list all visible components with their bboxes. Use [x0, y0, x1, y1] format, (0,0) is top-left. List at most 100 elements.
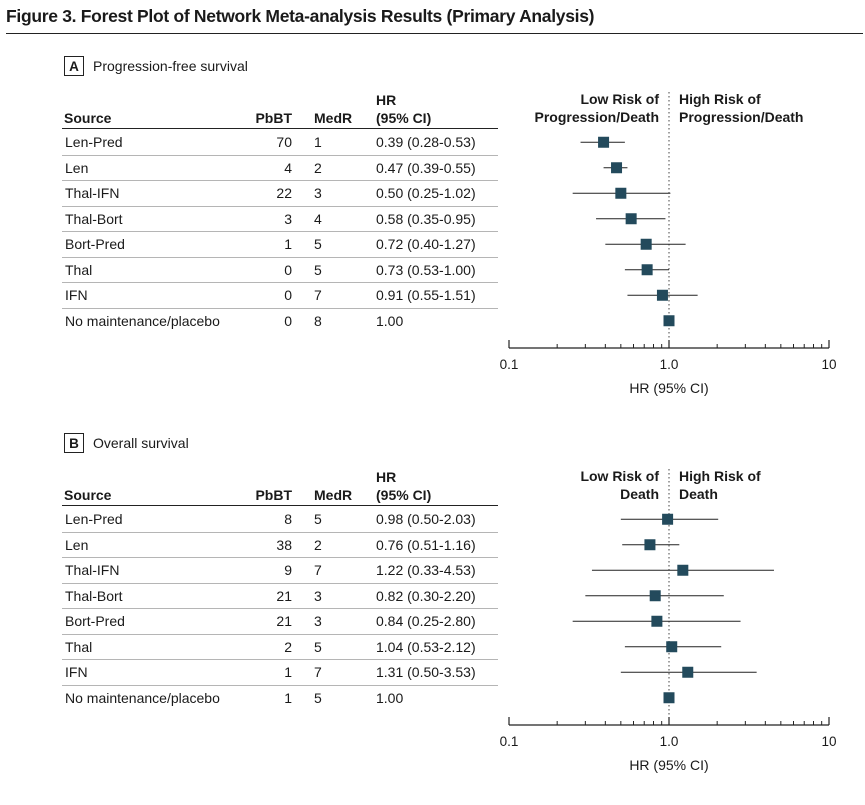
pbbt-cell: 70 [276, 134, 292, 150]
hr-point [666, 641, 678, 653]
tick-label: 1.0 [660, 357, 679, 372]
source-cell: Len [65, 159, 89, 176]
pbbt-cell: 1 [284, 236, 292, 252]
header-rule [62, 128, 498, 129]
hr-point [656, 289, 668, 301]
medr-cell: 4 [314, 210, 322, 227]
table-row: IFN 1 7 1.31 (0.50-3.53) [62, 660, 498, 686]
table-row: Bort-Pred 1 5 0.72 (0.40-1.27) [62, 232, 498, 258]
hr-point [644, 539, 656, 551]
figure-title: Figure 3. Forest Plot of Network Meta-an… [6, 6, 595, 26]
high-risk-label: High Risk of Death [679, 467, 761, 503]
x-axis-label: HR (95% CI) [629, 757, 708, 773]
hr-cell: 0.76 (0.51-1.16) [376, 536, 476, 553]
hr-header-line1: HR [376, 469, 397, 485]
medr-header: MedR [314, 487, 353, 503]
low-risk-line2: Death [620, 486, 659, 502]
pbbt-header: PbBT [255, 110, 292, 126]
source-cell: Thal [65, 261, 93, 278]
medr-cell: 2 [314, 536, 322, 553]
high-risk-line1: High Risk of [679, 91, 761, 107]
pbbt-cell: 2 [284, 638, 292, 655]
table-row: Thal 0 5 0.73 (0.53-1.00) [62, 258, 498, 283]
source-header: Source [64, 487, 112, 503]
high-risk-line2: Progression/Death [679, 109, 804, 125]
pbbt-cell: 0 [284, 312, 292, 329]
panel-letter: A [64, 56, 84, 76]
table-row: Thal-IFN 22 3 0.50 (0.25-1.02) [62, 181, 498, 207]
forest-plot: 0.1 1.0 10 HR (95% CI) [500, 92, 837, 396]
hr-point [625, 213, 637, 225]
medr-cell: 7 [314, 562, 322, 578]
medr-cell: 5 [314, 689, 322, 706]
hr-point [649, 590, 661, 602]
hr-cell: 0.39 (0.28-0.53) [376, 134, 476, 150]
tick-label: 10 [821, 357, 836, 372]
pbbt-cell: 0 [284, 261, 292, 278]
hr-header-line2: (95% CI) [376, 110, 432, 126]
medr-cell: 5 [314, 236, 322, 252]
hr-header-line1: HR [376, 92, 397, 108]
table-row: Len 38 2 0.76 (0.51-1.16) [62, 533, 498, 558]
panel-overall-survival: B Overall survival HR Source PbBT MedR (… [0, 425, 865, 805]
pbbt-cell: 4 [284, 159, 292, 176]
medr-header: MedR [314, 110, 353, 126]
header-rule [62, 505, 498, 506]
x-axis-label: HR (95% CI) [629, 380, 708, 396]
hr-point [663, 692, 675, 704]
panel-letter: B [64, 433, 84, 453]
hr-cell: 0.98 (0.50-2.03) [376, 511, 476, 527]
medr-cell: 5 [314, 638, 322, 655]
hr-cell: 0.47 (0.39-0.55) [376, 159, 476, 176]
source-cell: Thal-Bort [65, 210, 123, 227]
source-cell: IFN [65, 664, 88, 680]
hr-point [677, 564, 689, 576]
hr-cell: 0.50 (0.25-1.02) [376, 185, 476, 201]
pbbt-cell: 21 [276, 613, 292, 629]
source-cell: IFN [65, 287, 88, 303]
hr-header-line2: (95% CI) [376, 487, 432, 503]
table-row: Thal-Bort 21 3 0.82 (0.30-2.20) [62, 584, 498, 609]
table-row: IFN 0 7 0.91 (0.55-1.51) [62, 283, 498, 309]
source-cell: Thal-IFN [65, 562, 120, 578]
table-row: Thal-Bort 3 4 0.58 (0.35-0.95) [62, 207, 498, 232]
table-row: No maintenance/placebo 1 5 1.00 [62, 686, 498, 712]
pbbt-cell: 0 [284, 287, 292, 303]
hr-cell: 1.31 (0.50-3.53) [376, 664, 476, 680]
source-cell: Bort-Pred [65, 613, 125, 629]
source-cell: Thal-Bort [65, 587, 123, 604]
source-cell: Len [65, 536, 89, 553]
tick-label: 0.1 [500, 357, 519, 372]
low-risk-label: Low Risk of Progression/Death [535, 90, 659, 126]
medr-cell: 5 [314, 261, 322, 278]
pbbt-cell: 1 [284, 664, 292, 680]
hr-cell: 0.73 (0.53-1.00) [376, 261, 476, 278]
panel-progression-free-survival: A Progression-free survival HR Source Pb… [0, 48, 865, 428]
pbbt-cell: 3 [284, 210, 292, 227]
data-table: Len-Pred 8 5 0.98 (0.50-2.03) Len 38 2 0.76 (0… [62, 507, 498, 711]
medr-cell: 5 [314, 511, 322, 527]
hr-cell: 0.82 (0.30-2.20) [376, 587, 476, 604]
high-risk-line1: High Risk of [679, 468, 761, 484]
hr-cell: 1.22 (0.33-4.53) [376, 562, 476, 578]
source-cell: Thal [65, 638, 93, 655]
hr-cell: 1.00 [376, 312, 404, 329]
hr-cell: 1.00 [376, 689, 404, 706]
low-risk-label: Low Risk of Death [580, 467, 659, 503]
source-cell: Len-Pred [65, 511, 123, 527]
table-row: Bort-Pred 21 3 0.84 (0.25-2.80) [62, 609, 498, 635]
tick-label: 10 [821, 734, 836, 749]
table-row: Len-Pred 8 5 0.98 (0.50-2.03) [62, 507, 498, 533]
pbbt-cell: 8 [284, 511, 292, 527]
tick-label: 1.0 [660, 734, 679, 749]
low-risk-line2: Progression/Death [534, 109, 659, 125]
source-header: Source [64, 110, 112, 126]
hr-cell: 0.58 (0.35-0.95) [376, 210, 476, 227]
medr-cell: 3 [314, 185, 322, 201]
data-table: Len-Pred 70 1 0.39 (0.28-0.53) Len 4 2 0.47 (0… [62, 130, 498, 334]
source-cell: No maintenance/placebo [65, 312, 220, 329]
table-row: No maintenance/placebo 0 8 1.00 [62, 309, 498, 335]
hr-point [611, 162, 623, 174]
hr-point [662, 513, 674, 525]
hr-cell: 1.04 (0.53-2.12) [376, 638, 476, 655]
